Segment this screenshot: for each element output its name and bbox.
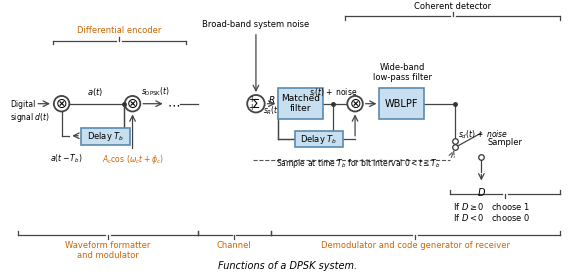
Text: Differential encoder: Differential encoder xyxy=(77,26,162,35)
Text: Wide-band
low-pass filter: Wide-band low-pass filter xyxy=(373,63,432,82)
Text: $\Sigma$: $\Sigma$ xyxy=(251,98,260,111)
Text: $\otimes$: $\otimes$ xyxy=(126,97,139,111)
Text: Waveform formatter
and modulator: Waveform formatter and modulator xyxy=(65,241,150,260)
Text: Functions of a DPSK system.: Functions of a DPSK system. xyxy=(218,261,358,271)
Text: $R$: $R$ xyxy=(268,94,275,105)
Text: Digital
signal $d(t)$: Digital signal $d(t)$ xyxy=(10,100,50,124)
Text: Demodulator and code generator of receiver: Demodulator and code generator of receiv… xyxy=(321,241,510,250)
Bar xyxy=(295,131,343,148)
Text: $a(t)$: $a(t)$ xyxy=(88,86,104,98)
Text: Sampler: Sampler xyxy=(487,138,522,147)
Text: Sample at time $T_b$ for bit interval $0<t\leq T_b$: Sample at time $T_b$ for bit interval $0… xyxy=(276,157,440,170)
Text: $s_d(t)+$ noise: $s_d(t)+$ noise xyxy=(458,129,509,141)
Bar xyxy=(81,128,130,144)
Text: If $D\geq 0$   choose 1: If $D\geq 0$ choose 1 xyxy=(453,201,530,212)
Text: $s_{\rm DPSK}(t)$: $s_{\rm DPSK}(t)$ xyxy=(142,85,170,98)
Text: WBLPF: WBLPF xyxy=(385,99,418,109)
Text: $\cdots$: $\cdots$ xyxy=(167,98,180,111)
Text: Delay $T_b$: Delay $T_b$ xyxy=(301,133,338,146)
Text: +: + xyxy=(248,95,254,104)
Text: If $D<0$   choose 0: If $D<0$ choose 0 xyxy=(453,212,530,223)
Text: $s_i(t)+$ noise: $s_i(t)+$ noise xyxy=(309,86,357,99)
Text: Channel: Channel xyxy=(217,241,252,250)
Text: Coherent detector: Coherent detector xyxy=(414,3,491,11)
Text: $s_R(t)$: $s_R(t)$ xyxy=(263,104,281,117)
Text: $\otimes$: $\otimes$ xyxy=(55,97,68,111)
Text: Matched
filter: Matched filter xyxy=(281,94,320,113)
Text: +: + xyxy=(248,103,254,112)
Bar xyxy=(380,88,424,119)
Text: $A_c\cos\,(\omega_c t+\phi_c)$: $A_c\cos\,(\omega_c t+\phi_c)$ xyxy=(102,153,164,166)
Text: Broad-band system noise: Broad-band system noise xyxy=(202,20,309,29)
Text: $\otimes$: $\otimes$ xyxy=(349,97,361,111)
Bar xyxy=(278,88,323,119)
Text: Delay $T_b$: Delay $T_b$ xyxy=(87,130,124,143)
Text: $D$: $D$ xyxy=(477,186,486,198)
Text: $a(t-T_b)$: $a(t-T_b)$ xyxy=(50,152,83,165)
